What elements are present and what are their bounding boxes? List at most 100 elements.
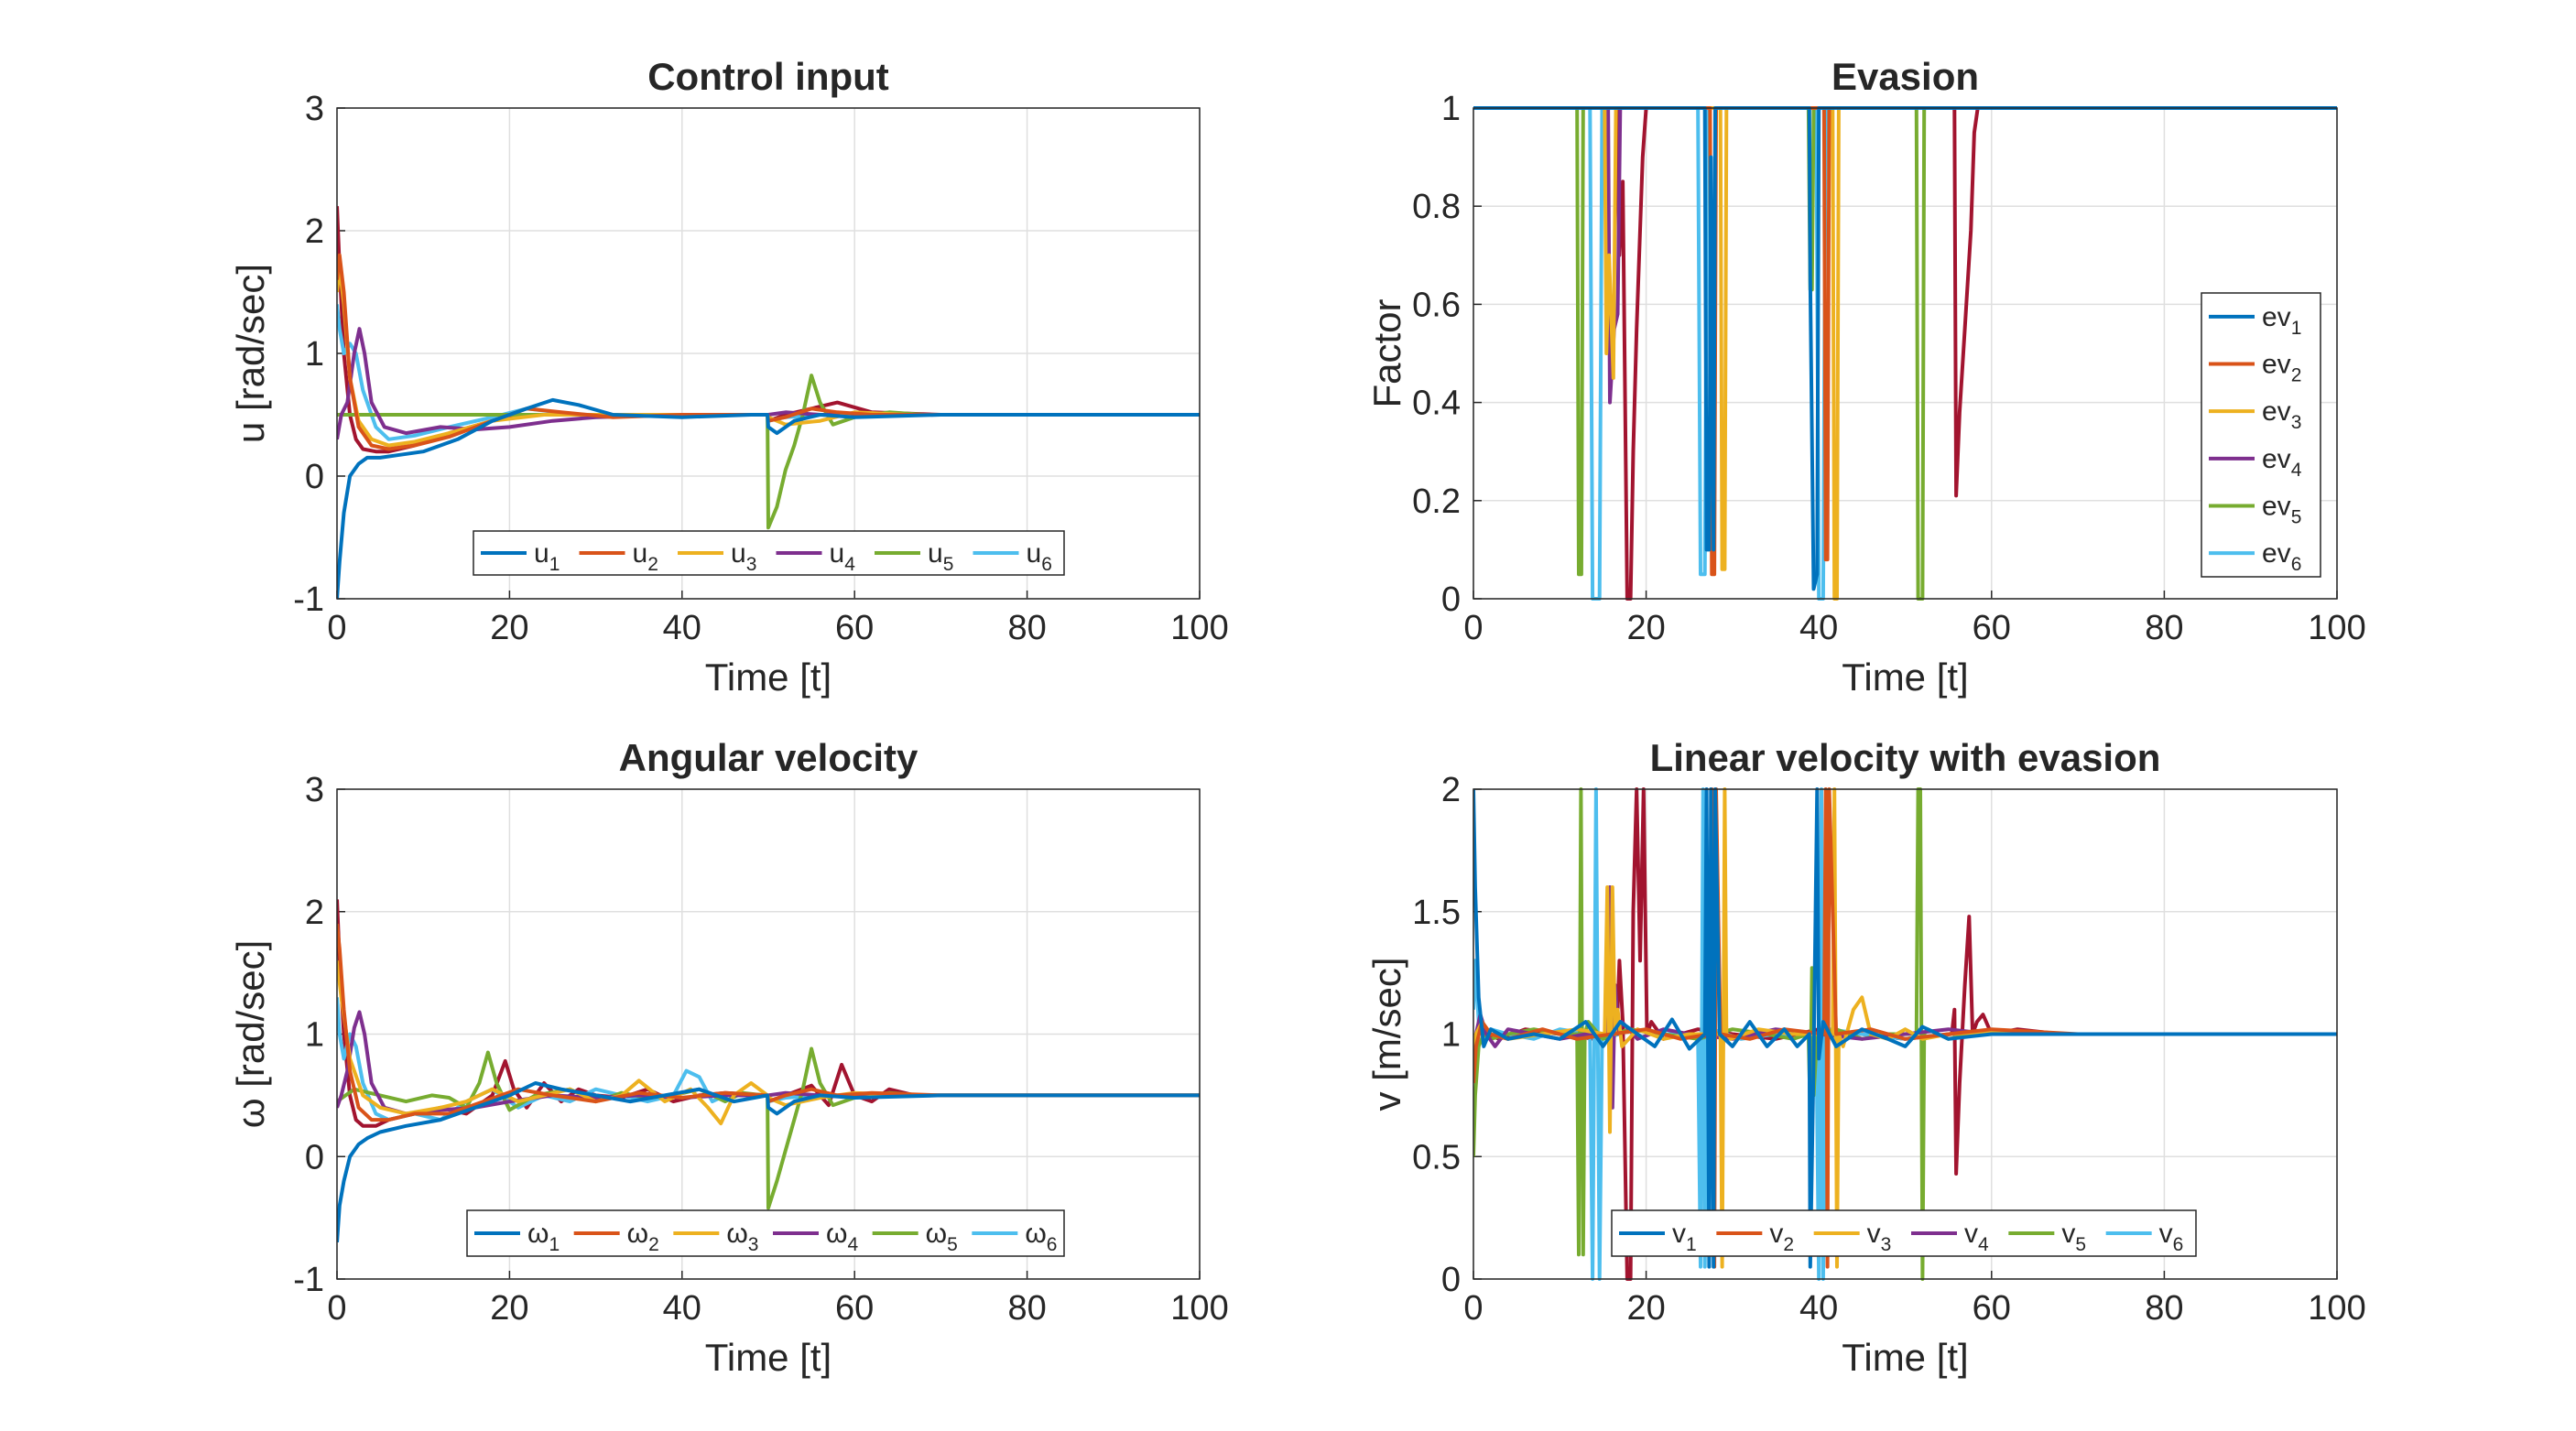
legend-entry: ω5 (926, 1219, 958, 1255)
x-tick-label: 40 (663, 1289, 701, 1328)
legend-entry-subscript: 6 (2291, 554, 2302, 575)
legend-entry-subscript: 5 (2075, 1234, 2086, 1255)
y-tick-label: 0.6 (1412, 286, 1461, 324)
legend-entry-subscript: 4 (2291, 460, 2302, 481)
legend-entry-subscript: 2 (648, 1234, 659, 1255)
legend-entry: u2 (633, 538, 658, 575)
legend-box (1611, 1209, 2197, 1257)
legend-entry-subscript: 3 (1881, 1234, 1892, 1255)
legend-entry-subscript: 2 (2291, 365, 2302, 386)
legend: v1 v2 v3 v4 v5 v6 (1611, 1209, 2197, 1257)
legend-entry-subscript: 6 (1047, 1234, 1058, 1255)
legend-entry-subscript: 5 (943, 554, 954, 575)
legend-entry-subscript: 4 (847, 1234, 858, 1255)
chart-title: Control input (647, 55, 889, 98)
legend-entry-base: ω (527, 1219, 549, 1249)
legend-entry-base: v (1964, 1219, 1978, 1249)
legend-entry-base: u (731, 538, 746, 569)
x-tick-label: 100 (2308, 609, 2365, 647)
series-line-u5 (337, 374, 1200, 530)
axes-frame (336, 107, 1201, 600)
x-tick-label: 0 (327, 609, 346, 647)
x-tick-label: 80 (1007, 1289, 1046, 1328)
x-tick-label: 0 (327, 1289, 346, 1328)
chart-title: Angular velocity (619, 736, 918, 779)
legend-box (466, 1209, 1065, 1257)
y-tick-label: 1 (1441, 1016, 1461, 1055)
legend-entry-base: u (1027, 538, 1042, 569)
legend-entry-subscript: 3 (748, 1234, 759, 1255)
x-tick-label: 20 (1626, 1289, 1665, 1328)
legend-entry-subscript: 6 (1041, 554, 1052, 575)
series-line-ω2 (337, 923, 1200, 1122)
legend-entry: v1 (1672, 1219, 1697, 1255)
legend-entry-base: ω (1025, 1219, 1046, 1249)
chart-title: Linear velocity with evasion (1650, 736, 2161, 779)
legend-entry-subscript: 5 (2291, 507, 2302, 528)
legend-entry-subscript: 5 (947, 1234, 958, 1255)
y-tick-label: 3 (305, 90, 324, 128)
y-tick-label: 0 (305, 458, 324, 496)
y-tick-label: 0 (1441, 580, 1461, 619)
y-tick-label: 0.2 (1412, 482, 1461, 521)
y-tick-label: 2 (305, 894, 324, 932)
legend-entry: ev4 (2262, 444, 2302, 481)
legend-entry-base: ω (826, 1219, 847, 1249)
chart-panel: Evasion 0 20 40 60 80 100 0 0.2 0.4 0.6 0.8 1 Time [t… (1365, 55, 2366, 699)
series-group (337, 899, 1200, 1243)
legend-entry-subscript: 6 (2173, 1234, 2184, 1255)
legend-entry: ω2 (627, 1219, 659, 1255)
legend-entry: v2 (1769, 1219, 1794, 1255)
legend-entry-subscript: 1 (549, 1234, 560, 1255)
legend-entry: v6 (2159, 1219, 2184, 1255)
legend-entry-base: ev (2262, 350, 2291, 380)
legend-entry-base: ev (2262, 444, 2291, 474)
y-tick-label: 1.5 (1412, 894, 1461, 932)
y-tick-label: 2 (305, 212, 324, 251)
y-tick-label: -1 (293, 580, 324, 619)
legend-entry-base: v (1672, 1219, 1686, 1249)
axes-frame (1473, 788, 2338, 1280)
x-tick-label: 80 (2145, 609, 2183, 647)
legend-entry: ev1 (2262, 302, 2301, 339)
x-tick-label: 60 (835, 609, 874, 647)
series-group (337, 206, 1200, 600)
y-axis-label: v [m/sec] (1365, 957, 1408, 1111)
y-tick-label: 0 (305, 1138, 324, 1176)
x-tick-label: 40 (1799, 1289, 1838, 1328)
x-axis-label: Time [t] (705, 656, 831, 699)
x-tick-label: 40 (663, 609, 701, 647)
legend-entry-base: u (633, 538, 648, 569)
y-tick-label: 1 (305, 1016, 324, 1055)
legend-entry-base: v (2159, 1219, 2173, 1249)
legend-box (473, 530, 1065, 576)
legend-entry-base: u (534, 538, 549, 569)
legend-entry: u6 (1027, 538, 1052, 575)
legend-entry-base: u (830, 538, 845, 569)
y-axis-label: Factor (1365, 298, 1408, 407)
x-tick-label: 0 (1463, 609, 1483, 647)
chart-title: Evasion (1831, 55, 1979, 98)
series-line-ω3 (337, 960, 1200, 1126)
legend-entry-base: v (2061, 1219, 2075, 1249)
y-tick-label: 0.8 (1412, 188, 1461, 226)
legend-entry-subscript: 3 (2291, 412, 2302, 433)
x-tick-label: 60 (835, 1289, 874, 1328)
axes-frame (1473, 107, 2338, 600)
axes-frame (336, 788, 1201, 1280)
legend-box (2201, 292, 2321, 578)
legend-entry-base: ev (2262, 396, 2291, 427)
legend-entry-base: ev (2262, 538, 2291, 569)
y-tick-label: 0.5 (1412, 1138, 1461, 1176)
legend-entry-base: ω (726, 1219, 747, 1249)
x-axis-label: Time [t] (1842, 1336, 1968, 1379)
y-tick-label: 1 (1441, 90, 1461, 128)
x-tick-label: 40 (1799, 609, 1838, 647)
series-line-u1 (337, 397, 1200, 600)
x-tick-label: 20 (490, 1289, 528, 1328)
legend-entry: ω1 (527, 1219, 560, 1255)
legend-entry-base: ev (2262, 492, 2291, 522)
legend-entry: ev2 (2262, 350, 2301, 386)
